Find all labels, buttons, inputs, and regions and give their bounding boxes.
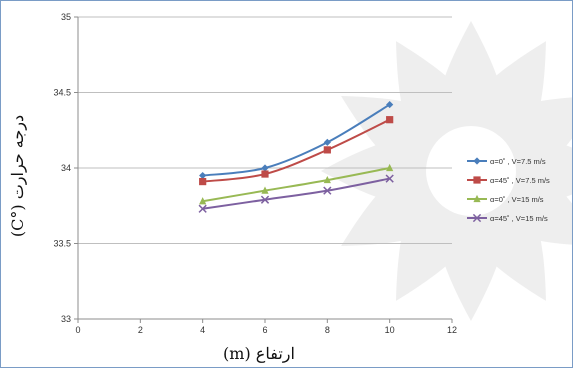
data-point [386, 100, 394, 109]
series-line [202, 118, 391, 183]
data-point [199, 171, 207, 180]
watermark-center [426, 126, 516, 216]
watermark-petal [465, 41, 546, 171]
y-axis-title: درجه حرارت (°C) [8, 115, 27, 237]
legend-item: α=45˚ , V=7.5 m/s [467, 176, 550, 185]
data-point [198, 204, 207, 213]
data-point [323, 138, 331, 146]
data-point [323, 146, 331, 154]
watermark-petal [437, 171, 505, 321]
watermark-petal [341, 165, 471, 246]
data-point [261, 170, 269, 178]
watermark-petal [396, 41, 477, 171]
data-point [386, 116, 394, 124]
data-point [386, 163, 394, 172]
data-point [323, 186, 332, 195]
watermark-petal [396, 171, 477, 301]
series-1 [199, 100, 394, 180]
watermark-petal [321, 137, 471, 205]
y-tick-label: 34.5 [53, 88, 71, 98]
series-3 [199, 163, 394, 205]
series-2 [199, 116, 394, 186]
legend-item: α=0˚ , V=7.5 m/s [467, 157, 546, 166]
series-line [202, 103, 391, 177]
x-tick-label: 2 [138, 325, 143, 335]
legend-marker [473, 194, 481, 203]
x-axis-title: ارتفاع (m) [223, 344, 295, 363]
series-4 [198, 174, 394, 213]
x-tick-label: 10 [385, 325, 395, 335]
data-point [385, 174, 394, 183]
legend-label: α=45˚ , V=15 m/s [490, 214, 548, 223]
data-point [261, 164, 269, 172]
legend-label: α=0˚ , V=15 m/s [490, 195, 544, 204]
watermark-petal [437, 21, 505, 171]
y-tick-label: 33 [61, 314, 71, 324]
watermark-ornament [321, 21, 572, 321]
data-point [260, 195, 270, 204]
x-tick-label: 8 [325, 325, 330, 335]
watermark-petal [341, 96, 471, 177]
y-tick-label: 33.5 [53, 239, 71, 249]
y-tick-label: 35 [61, 12, 71, 22]
x-tick-label: 4 [200, 325, 205, 335]
watermark-petal [471, 96, 572, 177]
y-tick-label: 34 [61, 163, 71, 173]
watermark-petal [465, 171, 546, 301]
y-axis-ticks: 33 33.5 34 34.5 35 [53, 12, 78, 324]
legend-label: α=0˚ , V=7.5 m/s [490, 157, 546, 166]
x-tick-label: 12 [447, 325, 457, 335]
x-tick-label: 6 [262, 325, 267, 335]
series-layer [198, 100, 394, 213]
data-point [323, 175, 331, 184]
legend-marker [472, 213, 482, 223]
data-point [261, 186, 269, 194]
legend: α=0˚ , V=7.5 m/s α=45˚ , V=7.5 m/s α=0˚ , … [467, 157, 550, 223]
data-point [199, 197, 207, 205]
x-axis-ticks: 0 2 4 6 8 10 12 [75, 319, 457, 335]
watermark-petal [471, 137, 572, 205]
legend-item: α=45˚ , V=15 m/s [467, 213, 548, 223]
legend-marker [473, 176, 481, 184]
series-line [202, 177, 390, 210]
legend-label: α=45˚ , V=7.5 m/s [490, 176, 550, 185]
watermark-petal [471, 165, 572, 246]
legend-marker [473, 157, 481, 165]
series-line [202, 167, 390, 203]
x-tick-label: 0 [75, 325, 80, 335]
legend-item: α=0˚ , V=15 m/s [467, 194, 544, 204]
data-point [199, 177, 207, 186]
